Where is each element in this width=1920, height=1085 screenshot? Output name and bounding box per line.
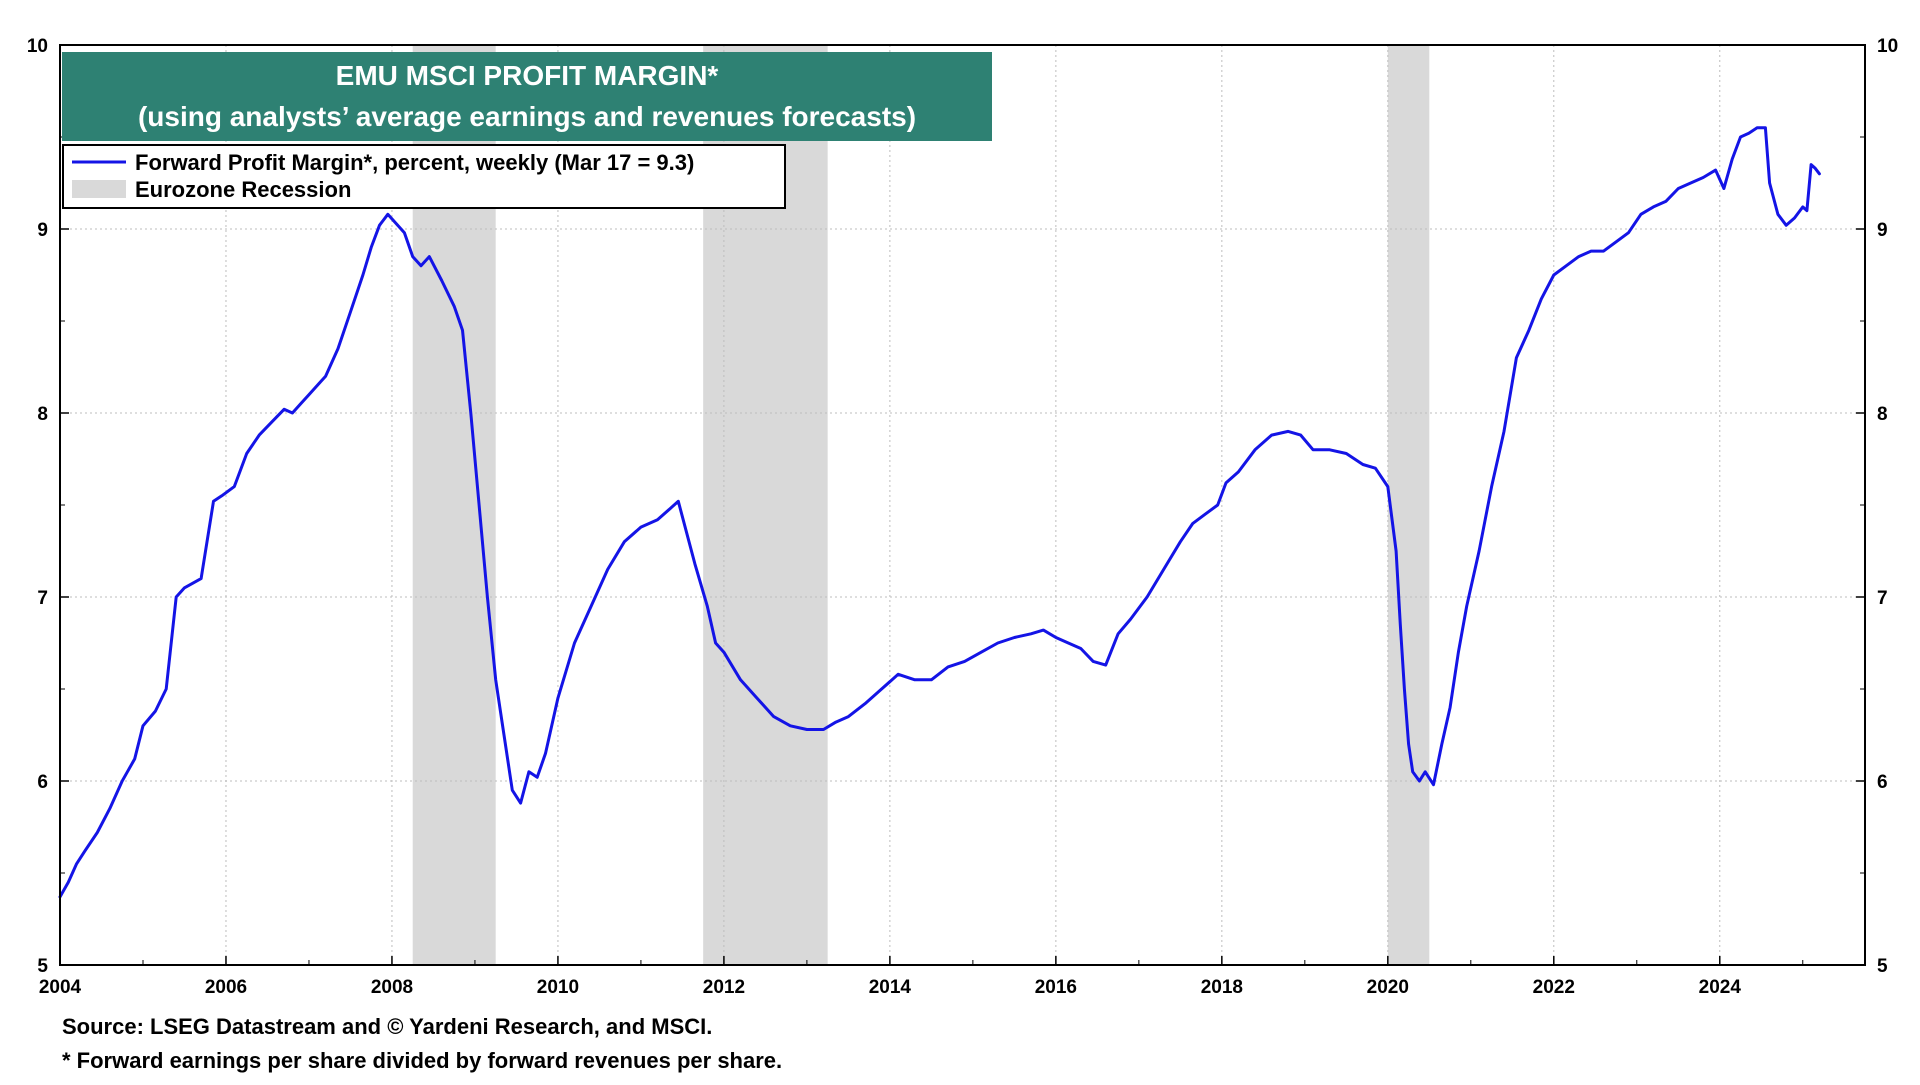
x-tick-label: 2004 (39, 977, 82, 998)
y-tick-label-left: 7 (37, 588, 48, 609)
chart-title: EMU MSCI PROFIT MARGIN* (336, 60, 719, 91)
x-tick-label: 2020 (1367, 977, 1409, 998)
x-tick-label: 2010 (537, 977, 579, 998)
y-tick-label-left: 5 (37, 956, 48, 977)
definition-note: * Forward earnings per share divided by … (62, 1048, 782, 1073)
y-tick-label-left: 9 (37, 220, 48, 241)
tick-labels: 2004 2006 2008 2010 2012 2014 2016 2018 2020 2022… (27, 36, 1898, 998)
x-tick-label: 2006 (205, 977, 247, 998)
plot-frame (59, 44, 1866, 966)
legend: Forward Profit Margin*, percent, weekly … (62, 144, 786, 209)
x-tick-label: 2016 (1035, 977, 1077, 998)
x-tick-label: 2012 (703, 977, 745, 998)
legend-recession-label: Eurozone Recession (135, 177, 351, 202)
legend-box (62, 144, 786, 209)
title-background (62, 52, 992, 141)
source-note: Source: LSEG Datastream and © Yardeni Re… (62, 1014, 712, 1039)
y-tick-label-right: 7 (1877, 588, 1888, 609)
y-tick-label-left: 6 (37, 772, 48, 793)
y-tick-label-left: 8 (37, 404, 48, 425)
x-tick-label: 2018 (1201, 977, 1243, 998)
y-tick-label-right: 8 (1877, 404, 1888, 425)
recession-band-2 (1387, 45, 1430, 965)
x-tick-label: 2014 (869, 977, 912, 998)
x-tick-label: 2008 (371, 977, 413, 998)
x-tick-label: 2022 (1533, 977, 1575, 998)
title-box: EMU MSCI PROFIT MARGIN* (using analysts’… (62, 52, 992, 141)
series-line-0 (58, 126, 1821, 899)
y-tick-label-left: 10 (27, 36, 48, 57)
y-tick-label-right: 6 (1877, 772, 1888, 793)
x-tick-label: 2024 (1699, 977, 1742, 998)
series-layer (58, 126, 1821, 899)
y-tick-label-right: 10 (1877, 36, 1898, 57)
y-tick-label-right: 9 (1877, 220, 1888, 241)
legend-band-swatch (72, 180, 126, 198)
legend-series-label: Forward Profit Margin*, percent, weekly … (135, 150, 694, 175)
y-tick-label-right: 5 (1877, 956, 1888, 977)
chart-subtitle: (using analysts’ average earnings and re… (138, 101, 916, 132)
